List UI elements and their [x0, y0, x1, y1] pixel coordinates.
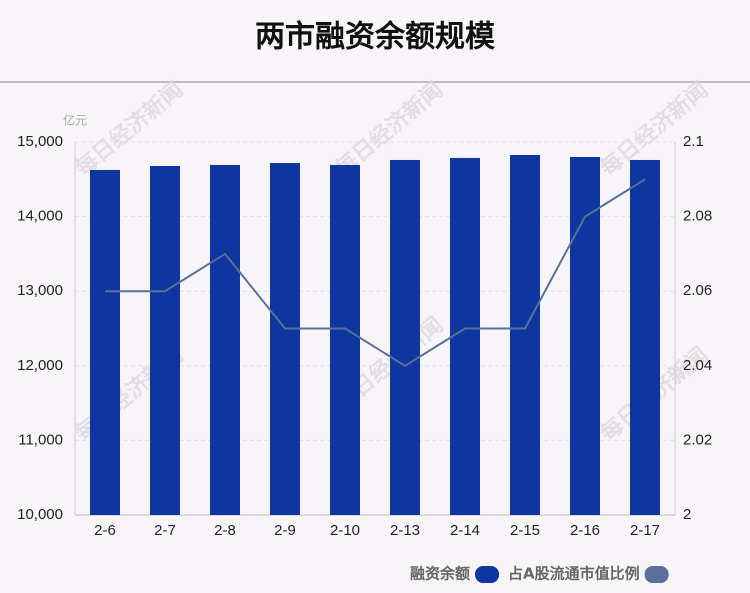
y2-tick-label: 2.06 — [683, 282, 712, 299]
chart-title: 两市融资余额规模 — [255, 20, 495, 55]
x-tick-label: 2-8 — [214, 522, 236, 539]
y-tick-label: 13,000 — [17, 282, 63, 299]
x-tick-label: 2-6 — [94, 522, 116, 539]
bar — [390, 159, 420, 515]
x-tick-label: 2-17 — [630, 522, 660, 539]
x-tick-label: 2-10 — [330, 522, 360, 539]
y-tick-label: 10,000 — [17, 506, 63, 523]
y-tick-label: 12,000 — [17, 357, 63, 374]
y-tick-label: 15,000 — [17, 133, 63, 150]
y2-tick-label: 2 — [683, 506, 691, 523]
y-tick-label: 14,000 — [17, 208, 63, 225]
y-unit: 亿元 — [63, 113, 87, 128]
line — [105, 178, 646, 367]
bar — [330, 164, 360, 515]
legend-label: 融资余额 — [410, 565, 470, 583]
x-tick-label: 2-14 — [450, 522, 480, 539]
y2-tick-label: 2.02 — [683, 431, 712, 448]
legend-label: 占A股流通市值比例 — [508, 565, 640, 583]
bar — [630, 159, 660, 515]
bar — [90, 169, 120, 515]
x-tick-label: 2-7 — [154, 522, 176, 539]
x-tick-label: 2-15 — [510, 522, 540, 539]
legend-swatch — [644, 566, 669, 583]
x-tick-label: 2-13 — [390, 522, 420, 539]
y2-tick-label: 2.08 — [683, 208, 712, 225]
bar — [450, 157, 480, 515]
y-tick-label: 11,000 — [18, 431, 63, 448]
watermark: 每日经济新闻 — [70, 77, 188, 182]
bar — [210, 164, 240, 515]
y2-tick-label: 2.04 — [683, 357, 712, 374]
legend-swatch — [475, 566, 500, 583]
x-tick-label: 2-16 — [570, 522, 600, 539]
bar — [150, 166, 180, 516]
y2-tick-label: 2.1 — [683, 133, 704, 150]
x-tick-label: 2-9 — [274, 522, 296, 539]
bar — [270, 163, 300, 515]
bar — [510, 154, 540, 515]
